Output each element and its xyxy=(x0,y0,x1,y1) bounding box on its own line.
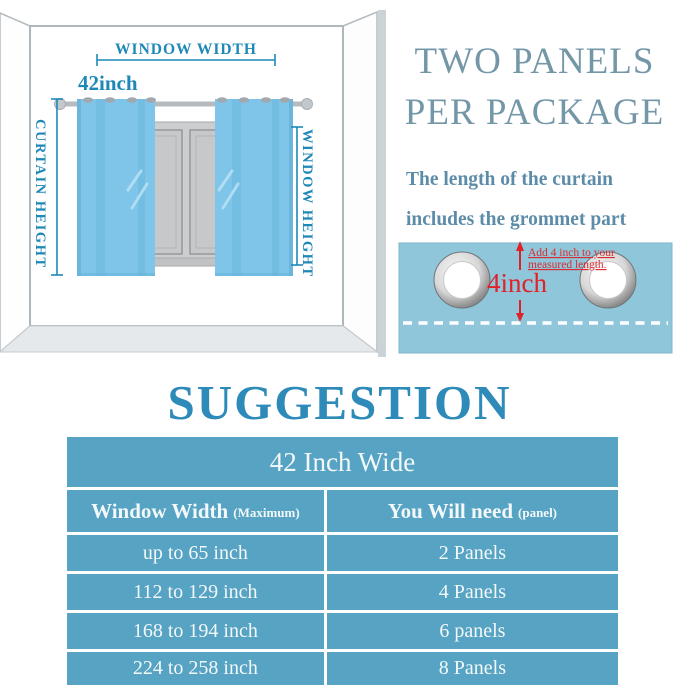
cell-panels: 4 Panels xyxy=(326,574,618,610)
length-note: The length of the curtain includes the g… xyxy=(406,160,679,240)
window-width-label: WINDOW WIDTH xyxy=(115,41,257,58)
col-header-window-width: Window Width (Maximum) xyxy=(67,490,324,532)
add-inch-note-line2: measured length. xyxy=(528,259,607,271)
package-title-line2: PER PACKAGE xyxy=(404,92,665,133)
rod-finial-left xyxy=(54,98,66,110)
cell-window-width: 168 to 194 inch xyxy=(67,613,324,649)
four-inch-label: 4inch xyxy=(487,268,547,298)
four-inch-arrow xyxy=(516,241,524,322)
col-header-window-width-note: (Maximum) xyxy=(233,505,300,520)
panel-width-label: 42inch xyxy=(78,71,138,95)
length-note-line1: The length of the curtain xyxy=(406,169,613,190)
grommet-ring-right xyxy=(579,251,637,309)
curtain-panel-left xyxy=(77,97,156,276)
grommet-tabs-right xyxy=(217,97,290,103)
cell-window-width: up to 65 inch xyxy=(67,535,324,571)
grommet-diagram: 4inch Add 4 inch to your measured length… xyxy=(398,241,673,354)
table-header-row: Window Width (Maximum) You Will need (pa… xyxy=(67,490,618,532)
window-height-label: WINDOW HEIGHT xyxy=(299,129,315,278)
cell-window-width: 112 to 129 inch xyxy=(67,574,324,610)
room-floor xyxy=(0,325,379,353)
rod-finial-right xyxy=(301,98,313,110)
package-title-line1: TWO PANELS xyxy=(414,41,655,82)
grommet-tabs-left xyxy=(83,97,156,103)
length-note-line2: includes the grommet part xyxy=(406,209,627,230)
curtain-height-label: CURTAIN HEIGHT xyxy=(32,119,48,269)
room-diagram: WINDOW WIDTH 42inch CURTAIN HEIGHT WINDO… xyxy=(0,10,386,357)
table-row: 112 to 129 inch 4 Panels xyxy=(67,574,618,610)
table-row: 224 to 258 inch 8 Panels xyxy=(67,652,618,685)
measurement-lines xyxy=(51,54,303,276)
suggestion-heading: SUGGESTION xyxy=(167,375,512,430)
col-header-you-will-need-note: (panel) xyxy=(518,505,558,520)
package-title: TWO PANELS PER PACKAGE xyxy=(390,36,679,138)
add-inch-note-line1: Add 4 inch to your xyxy=(528,247,615,259)
room-front-edge xyxy=(378,10,386,357)
table-row: up to 65 inch 2 Panels xyxy=(67,535,618,571)
cell-panels: 2 Panels xyxy=(326,535,618,571)
right-panel: TWO PANELS PER PACKAGE The length of the… xyxy=(390,0,679,362)
curtain-panel-right xyxy=(215,97,293,276)
col-header-you-will-need: You Will need (panel) xyxy=(326,490,618,532)
cell-window-width: 224 to 258 inch xyxy=(67,652,324,685)
grommet-ring-left xyxy=(433,251,491,309)
cell-panels: 8 Panels xyxy=(326,652,618,685)
cell-panels: 6 panels xyxy=(326,613,618,649)
table-row: 168 to 194 inch 6 panels xyxy=(67,613,618,649)
table-title: 42 Inch Wide xyxy=(67,437,618,487)
suggestion-table: 42 Inch Wide Window Width (Maximum) You … xyxy=(67,437,618,685)
table-title-row: 42 Inch Wide xyxy=(67,437,618,487)
